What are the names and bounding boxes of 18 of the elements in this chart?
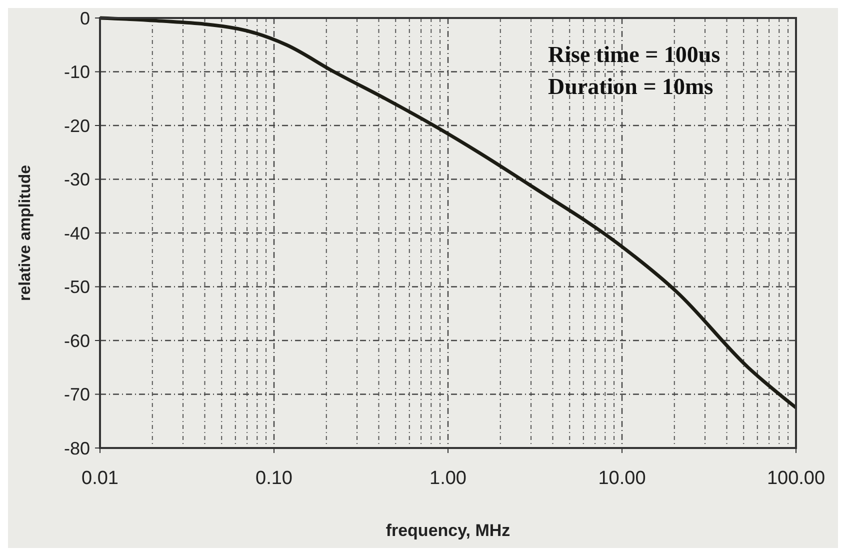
y-tick-label: -40 (64, 223, 90, 244)
y-tick-label: -60 (64, 330, 90, 351)
x-tick-label: 10.00 (598, 468, 646, 489)
annotation: Rise time = 100us (548, 42, 720, 67)
y-tick-label: -80 (64, 438, 90, 458)
x-tick-label: 1.00 (430, 468, 466, 489)
x-tick-label: 0.10 (256, 468, 292, 489)
y-tick-label: -50 (64, 277, 90, 298)
y-axis-title: relative amplitude (17, 164, 34, 302)
y-tick-label: -30 (64, 170, 90, 190)
y-tick-label: 0 (80, 8, 90, 28)
y-tick-label: -70 (64, 384, 90, 405)
y-tick-label: -20 (64, 116, 90, 136)
x-tick-label: 0.01 (82, 468, 118, 489)
x-tick-label: 100.00 (766, 468, 826, 489)
y-tick-label: -10 (64, 62, 90, 82)
annotation: Duration = 10ms (548, 74, 714, 99)
x-axis-title: frequency, MHz (386, 521, 510, 540)
